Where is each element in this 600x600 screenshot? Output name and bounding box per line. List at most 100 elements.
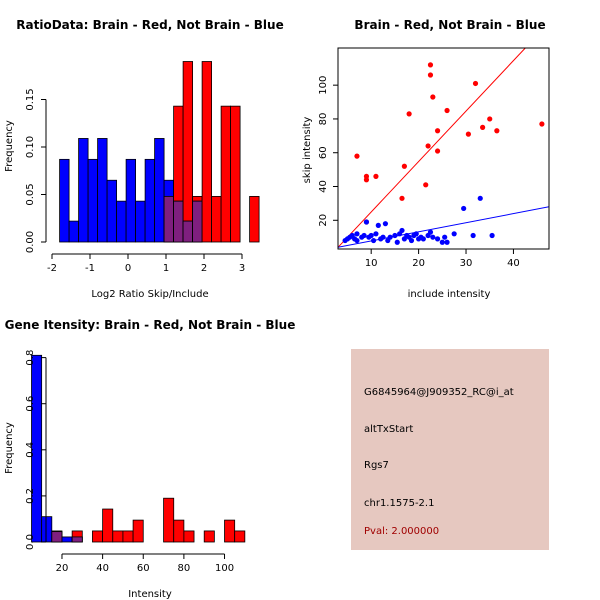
ratio-notbrain-bar <box>144 158 156 243</box>
ratio-brain-bar <box>182 61 194 243</box>
ratio-notbrain-bar <box>97 138 108 243</box>
intensity-scatter-panel: Brain - Red, Not Brain - Blue include in… <box>302 18 550 300</box>
gene-overlap-bar <box>71 536 83 543</box>
ratio-notbrain-bar <box>59 158 70 243</box>
ratio-histogram-title: RatioData: Brain - Red, Not Brain - Blue <box>16 18 283 32</box>
gene-y-tick-label: 0.8 <box>25 350 36 366</box>
scatter-y-tick-label: 80 <box>318 113 329 126</box>
scatter-brain-point <box>434 128 441 134</box>
ratio-x-tick-label: 1 <box>163 263 169 274</box>
scatter-brain-point <box>427 62 434 68</box>
scatter-notbrain-point <box>439 239 445 245</box>
scatter-brain-point <box>444 107 450 114</box>
scatter-notbrain-point <box>430 234 436 240</box>
ratio-x-tick-label: 2 <box>201 263 207 274</box>
ratio-notbrain-bar <box>106 179 117 243</box>
ratio-histogram-xlabel: Log2 Ratio Skip/Include <box>91 289 208 300</box>
scatter-x-tick-label: 20 <box>412 258 425 269</box>
gene-intensity-axes: 20 40 60 80 100 0.0 0.2 0.4 0.6 0.8 <box>25 350 234 574</box>
scatter-brain-point <box>401 163 407 169</box>
gene-notbrain-bar <box>41 516 53 543</box>
ratio-notbrain-bar <box>68 220 79 243</box>
gene-y-tick-label: 0.6 <box>25 396 36 412</box>
scatter-notbrain-point <box>370 237 377 244</box>
scatter-notbrain-point <box>461 205 467 212</box>
gene-x-tick-label: 60 <box>137 563 150 574</box>
gene-x-tick-label: 20 <box>56 563 69 574</box>
scatter-notbrain-point <box>354 237 360 244</box>
scatter-y-tick-label: 20 <box>318 214 329 227</box>
scatter-x-tick-label: 30 <box>460 258 473 269</box>
gene-brain-bar <box>173 519 185 543</box>
gene-brain-bar <box>112 530 124 543</box>
ratio-brain-bar <box>211 195 222 243</box>
gene-brain-bar <box>224 519 236 543</box>
scatter-brain-point <box>399 195 405 201</box>
gene-brain-bar <box>163 497 175 543</box>
gene-y-tick-label: 0.4 <box>25 442 36 458</box>
ratio-y-tick-label: 0.10 <box>25 136 36 158</box>
scatter-brain-point <box>434 148 441 154</box>
gene-intensity-title: Gene Itensity: Brain - Red, Not Brain - … <box>5 318 296 332</box>
ratio-brain-bar <box>220 105 232 243</box>
scatter-brain-point <box>373 173 379 179</box>
scatter-y-tick-label: 100 <box>318 76 329 95</box>
scatter-notbrain-point <box>442 234 448 240</box>
scatter-notbrain-point <box>375 222 381 228</box>
gene-y-tick-label: 0.0 <box>25 534 36 550</box>
scatter-plot: 10 20 30 40 20 40 60 80 100 <box>318 47 550 269</box>
scatter-notbrain-point <box>408 237 415 244</box>
gene-x-tick-label: 40 <box>96 563 109 574</box>
scatter-notbrain-point <box>477 195 483 201</box>
event-type: altTxStart <box>364 424 414 435</box>
gene-intensity-panel: Gene Itensity: Brain - Red, Not Brain - … <box>4 318 295 600</box>
scatter-y-tick-label: 60 <box>318 146 329 159</box>
scatter-x-tick-label: 40 <box>507 258 520 269</box>
gene-name: Rgs7 <box>364 460 389 471</box>
ratio-notbrain-bar <box>78 138 89 243</box>
probe-id: G6845964@J909352_RC@i_at <box>364 387 514 398</box>
scatter-notbrain-point <box>413 231 419 237</box>
scatter-x-tick-label: 10 <box>365 258 378 269</box>
ratio-brain-bar <box>201 61 213 243</box>
scatter-brain-point <box>465 131 471 137</box>
scatter-notbrain-point <box>354 231 360 237</box>
scatter-brain-point <box>539 121 545 127</box>
ratio-x-tick-label: 0 <box>125 263 131 274</box>
scatter-ylabel: skip intensity <box>302 117 313 184</box>
scatter-brain-point <box>363 177 370 183</box>
ratio-y-tick-label: 0.00 <box>25 231 36 253</box>
scatter-brain-point <box>487 116 493 122</box>
scatter-notbrain-point <box>399 227 405 234</box>
ratio-x-tick-label: 3 <box>239 263 245 274</box>
scatter-xlabel: include intensity <box>408 289 491 300</box>
gene-brain-bar <box>234 530 246 543</box>
scatter-brain-point <box>406 111 412 117</box>
scatter-brain-point <box>472 80 479 87</box>
scatter-brain-point <box>423 182 429 188</box>
ratio-y-tick-label: 0.15 <box>25 88 36 110</box>
gene-intensity-ylabel: Frequency <box>4 422 15 474</box>
ratio-overlap-bar <box>163 195 175 243</box>
gene-x-tick-label: 100 <box>215 563 234 574</box>
gene-brain-bar <box>203 530 215 543</box>
ratio-histogram-axes: -2 -1 0 1 2 3 0.00 0.05 0.10 0.15 <box>25 88 245 274</box>
scatter-title: Brain - Red, Not Brain - Blue <box>354 18 545 32</box>
scatter-notbrain-point <box>489 232 495 239</box>
gene-notbrain-bar <box>31 354 43 543</box>
scatter-notbrain-point <box>394 239 400 245</box>
ratio-overlap-bar <box>182 220 194 243</box>
ratio-histogram-panel: RatioData: Brain - Red, Not Brain - Blue… <box>4 18 284 300</box>
genomic-locus: chr1.1575-2.1 <box>364 498 435 509</box>
scatter-notbrain-point <box>427 229 434 235</box>
gene-brain-bar <box>122 530 134 543</box>
ratio-x-tick-label: -2 <box>47 263 57 274</box>
scatter-brain-point <box>354 153 360 159</box>
scatter-brain-fit-line <box>338 48 526 248</box>
gene-brain-bar <box>102 508 114 543</box>
scatter-notbrain-point <box>380 234 386 240</box>
ratio-notbrain-bar <box>135 200 146 243</box>
scatter-notbrain-point <box>387 234 393 240</box>
ratio-notbrain-bar <box>87 158 98 243</box>
gene-brain-bar <box>132 519 144 543</box>
